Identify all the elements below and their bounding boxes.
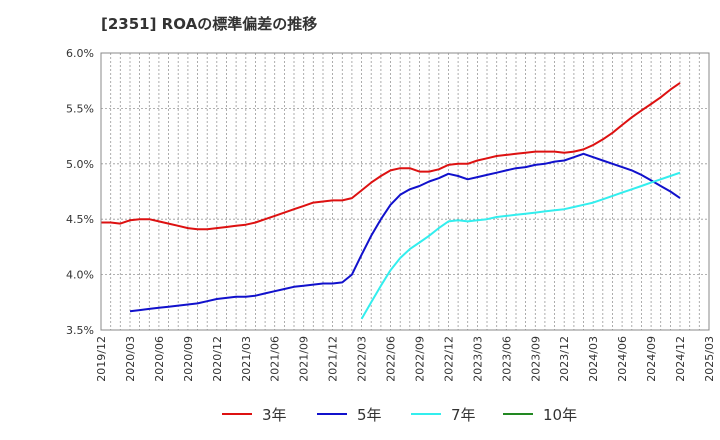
series-line-7年 [360, 171, 681, 320]
chart-title: [2351] ROAの標準偏差の推移 [101, 15, 318, 33]
legend-swatch [317, 413, 347, 415]
x-tick-label: 2020/03 [124, 336, 137, 382]
legend-swatch [503, 413, 533, 415]
x-tick-label: 2021/09 [298, 336, 311, 382]
x-tick-label: 2021/06 [269, 336, 282, 382]
x-tick-label: 2022/03 [356, 336, 369, 382]
x-tick-label: 2023/12 [558, 336, 571, 382]
x-tick-label: 2019/12 [95, 336, 108, 382]
x-tick-label: 2025/03 [703, 336, 716, 382]
y-tick-label: 3.5% [66, 324, 94, 337]
y-tick-label: 4.0% [66, 269, 94, 282]
x-tick-label: 2024/06 [616, 336, 629, 382]
x-axis-ticks: 2019/12 2020/03 2020/06 2020/09 2020/12 2021/… [95, 336, 716, 382]
legend-item: 5年 [317, 402, 382, 426]
x-tick-label: 2020/12 [211, 336, 224, 382]
legend-swatch [411, 413, 441, 415]
y-tick-label: 6.0% [66, 47, 94, 60]
y-tick-label: 4.5% [66, 213, 94, 226]
legend-label: 5年 [357, 405, 382, 424]
series-line-3年 [101, 82, 681, 231]
x-tick-label: 2021/03 [240, 336, 253, 382]
x-tick-label: 2021/12 [327, 336, 340, 382]
x-tick-label: 2024/09 [645, 336, 658, 382]
y-tick-label: 5.5% [66, 102, 94, 115]
x-tick-label: 2023/06 [500, 336, 513, 382]
x-tick-label: 2020/06 [153, 336, 166, 382]
x-tick-label: 2022/09 [414, 336, 427, 382]
x-tick-label: 2024/12 [674, 336, 687, 382]
x-tick-label: 2022/12 [442, 336, 455, 382]
x-tick-label: 2020/09 [182, 336, 195, 382]
x-tick-label: 2023/03 [471, 336, 484, 382]
legend-label: 10年 [543, 405, 578, 424]
legend-label: 3年 [262, 405, 287, 424]
series-lines [101, 82, 681, 320]
legend-label: 7年 [451, 405, 476, 424]
x-tick-label: 2024/03 [587, 336, 600, 382]
legend-item: 7年 [411, 402, 476, 426]
legend-swatch [222, 413, 252, 415]
series-line-5年 [129, 152, 681, 313]
plot-frame [100, 52, 710, 331]
legend: 3年 5年 7年 10年 [0, 402, 720, 426]
legend-item: 10年 [503, 402, 577, 426]
grid [101, 53, 709, 330]
y-tick-label: 5.0% [66, 158, 94, 171]
legend-item: 3年 [222, 402, 287, 426]
y-axis-ticks: 3.5% 4.0% 4.5% 5.0% 5.5% 6.0% [66, 47, 94, 337]
x-tick-label: 2023/09 [529, 336, 542, 382]
x-tick-label: 2022/06 [385, 336, 398, 382]
